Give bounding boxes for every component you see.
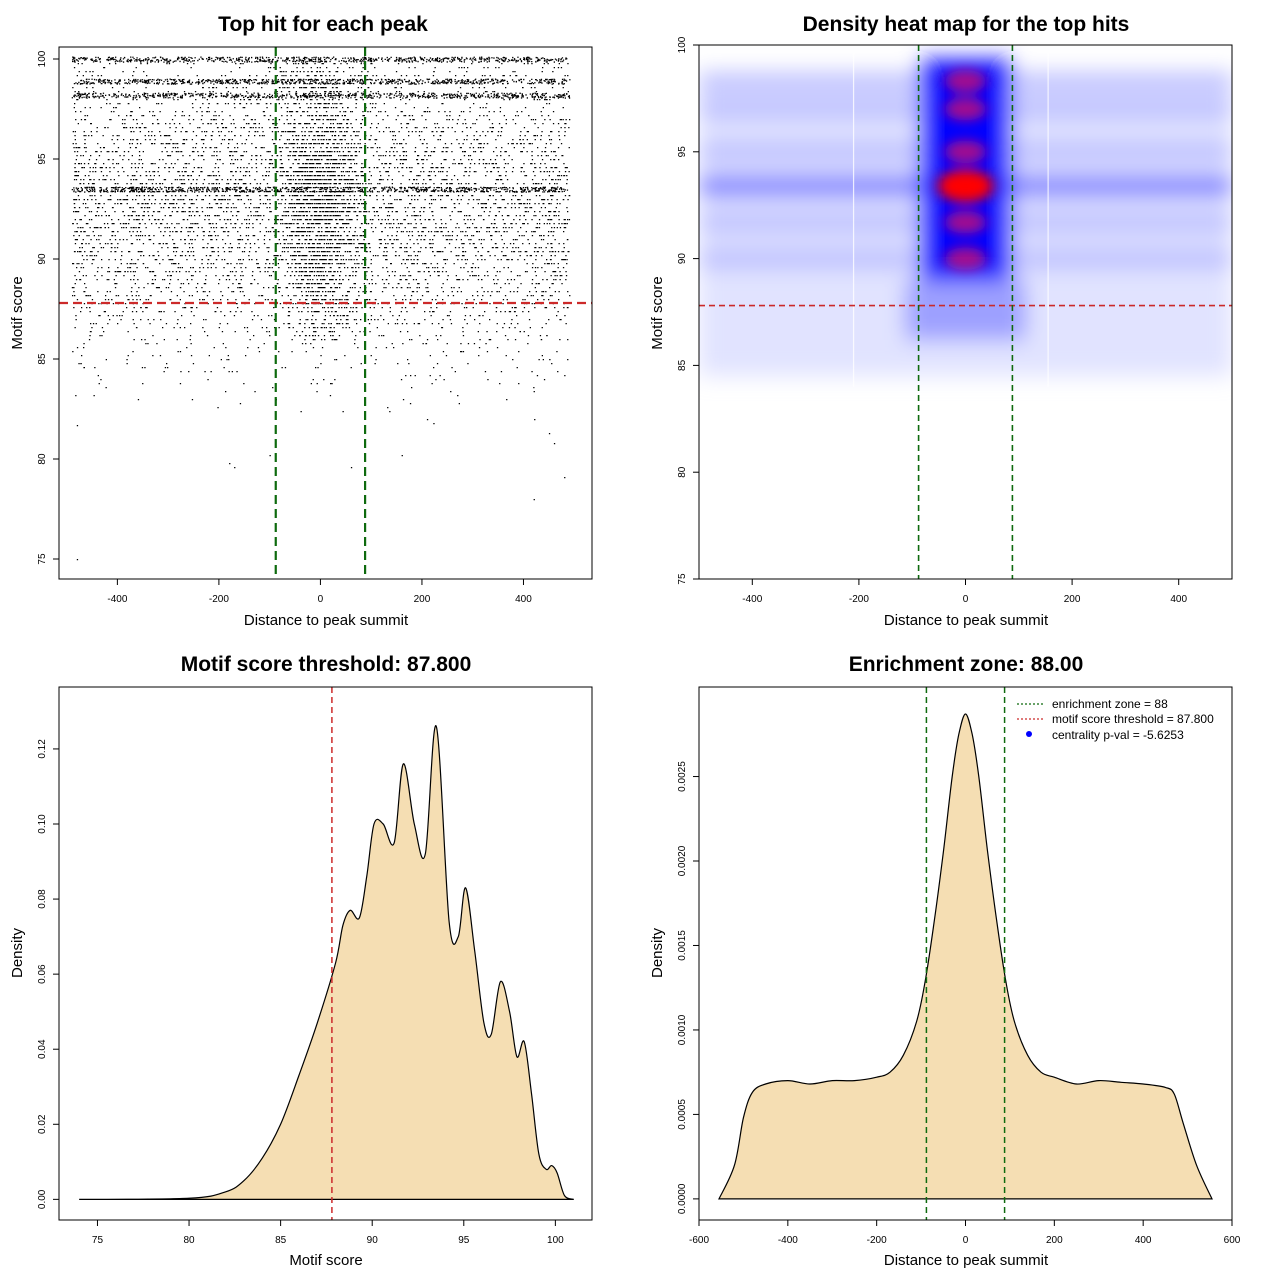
x-tick-label: -200 <box>867 1235 887 1246</box>
score-density-area <box>79 725 574 1200</box>
y-tick-label: 100 <box>37 50 48 67</box>
panel4-threshold-lines <box>925 687 1006 1220</box>
y-tick-label: 0.12 <box>37 739 48 759</box>
panel1-xlabel: Distance to peak summit <box>244 612 409 629</box>
y-tick-label: 80 <box>677 466 688 478</box>
x-tick-label: 200 <box>1064 594 1081 605</box>
heatmap-hotspot <box>944 211 987 234</box>
panel2-y-axis: 75 80 85 90 95 100 <box>677 36 700 585</box>
panel2-title: Density heat map for the top hits <box>803 13 1130 36</box>
panel2-threshold-lines <box>699 45 1232 579</box>
y-tick-label: 80 <box>37 453 48 465</box>
legend: enrichment zone = 88 motif score thresho… <box>1017 697 1214 742</box>
panel1-threshold-lines <box>59 47 592 579</box>
panel4-x-axis: -600 -400 -200 0 200 400 600 <box>689 1219 1241 1246</box>
panel3-x-axis: 75 80 85 90 95 100 <box>92 1219 564 1246</box>
y-tick-label: 0.02 <box>37 1114 48 1134</box>
x-tick-label: -200 <box>849 594 869 605</box>
y-tick-label: 0.00 <box>37 1189 48 1209</box>
panel1-y-axis: 75 80 85 90 95 100 <box>37 50 60 565</box>
x-tick-label: 200 <box>1046 1235 1063 1246</box>
x-tick-label: 0 <box>963 1235 969 1246</box>
heatmap-hotspot <box>944 70 987 93</box>
heatmap-hotspot <box>937 169 994 203</box>
legend-label-pval: centrality p-val = -5.6253 <box>1052 728 1184 742</box>
x-tick-label: -600 <box>689 1235 709 1246</box>
panel4-xlabel: Distance to peak summit <box>884 1252 1049 1269</box>
panel4-title: Enrichment zone: 88.00 <box>849 653 1084 676</box>
legend-point-pval <box>1026 731 1032 737</box>
x-tick-label: 400 <box>1170 594 1187 605</box>
x-tick-label: -200 <box>209 594 229 605</box>
y-tick-label: 0.06 <box>37 964 48 984</box>
x-tick-label: 600 <box>1224 1235 1241 1246</box>
panel4-ylabel: Density <box>649 927 666 978</box>
y-tick-label: 75 <box>677 573 688 585</box>
legend-label-enrichment: enrichment zone = 88 <box>1052 697 1168 711</box>
x-tick-label: 400 <box>515 594 532 605</box>
y-tick-label: 0.0005 <box>677 1099 688 1130</box>
panel2-xlabel: Distance to peak summit <box>884 612 1049 629</box>
panel3-title: Motif score threshold: 87.800 <box>181 653 472 676</box>
heatmap-hotspot <box>944 97 987 121</box>
y-tick-label: 95 <box>37 153 48 165</box>
panel1-ylabel: Motif score <box>9 276 26 349</box>
x-tick-label: 400 <box>1135 1235 1152 1246</box>
x-tick-label: -400 <box>778 1235 798 1246</box>
panel3-xlabel: Motif score <box>289 1252 362 1269</box>
x-tick-label: 0 <box>963 594 969 605</box>
y-tick-label: 0.0010 <box>677 1014 688 1045</box>
panel3-ylabel: Density <box>9 927 26 978</box>
y-tick-label: 90 <box>677 253 688 265</box>
y-tick-label: 0.0000 <box>677 1183 688 1214</box>
x-tick-label: 200 <box>414 594 431 605</box>
panel-heatmap: Density heat map for the top hits -400 -2… <box>649 13 1233 629</box>
x-tick-label: 0 <box>318 594 324 605</box>
y-tick-label: 0.08 <box>37 889 48 909</box>
x-tick-label: 100 <box>547 1235 564 1246</box>
scatter-points <box>71 56 571 561</box>
panel1-x-axis: -400 -200 0 200 400 <box>107 578 532 605</box>
y-tick-label: 90 <box>37 253 48 265</box>
x-tick-label: 90 <box>367 1235 379 1246</box>
y-tick-label: 0.0025 <box>677 761 688 792</box>
y-tick-label: 0.10 <box>37 814 48 834</box>
y-tick-label: 0.0020 <box>677 845 688 876</box>
legend-label-threshold: motif score threshold = 87.800 <box>1052 712 1214 726</box>
panel2-ylabel: Motif score <box>649 276 666 349</box>
y-tick-label: 85 <box>677 359 688 371</box>
y-tick-label: 0.04 <box>37 1039 48 1059</box>
panel1-title: Top hit for each peak <box>218 13 428 36</box>
x-tick-label: -400 <box>107 594 127 605</box>
panel-score-density: Motif score threshold: 87.800 75 80 85 90 95… <box>9 653 593 1269</box>
heatmap-hotspot <box>944 140 987 164</box>
panel2-x-axis: -400 -200 0 200 400 <box>742 578 1187 605</box>
x-tick-label: 80 <box>183 1235 195 1246</box>
y-tick-label: 0.0015 <box>677 930 688 961</box>
x-tick-label: 85 <box>275 1235 287 1246</box>
panel-scatter: Top hit for each peak -400 -200 0 200 400 75… <box>9 13 593 629</box>
x-tick-label: -400 <box>742 594 762 605</box>
y-tick-label: 75 <box>37 553 48 565</box>
panel1-frame <box>58 46 593 580</box>
panel3-y-axis: 0.00 0.02 0.04 0.06 0.08 0.10 0.12 <box>37 739 60 1209</box>
panel-distance-density: Enrichment zone: 88.00 -600 -400 -200 0 200 4… <box>649 653 1241 1269</box>
y-tick-label: 95 <box>677 146 688 158</box>
x-tick-label: 95 <box>458 1235 470 1246</box>
y-tick-label: 85 <box>37 353 48 365</box>
x-tick-label: 75 <box>92 1235 104 1246</box>
heatmap-hotspot <box>944 247 987 270</box>
scatter-point-cloud <box>71 56 571 561</box>
y-tick-label: 100 <box>677 36 688 53</box>
heatmap-area <box>699 45 1232 387</box>
distance-density-area <box>718 713 1213 1200</box>
panel4-y-axis: 0.0000 0.0005 0.0010 0.0015 0.0020 0.0025 <box>677 761 700 1214</box>
